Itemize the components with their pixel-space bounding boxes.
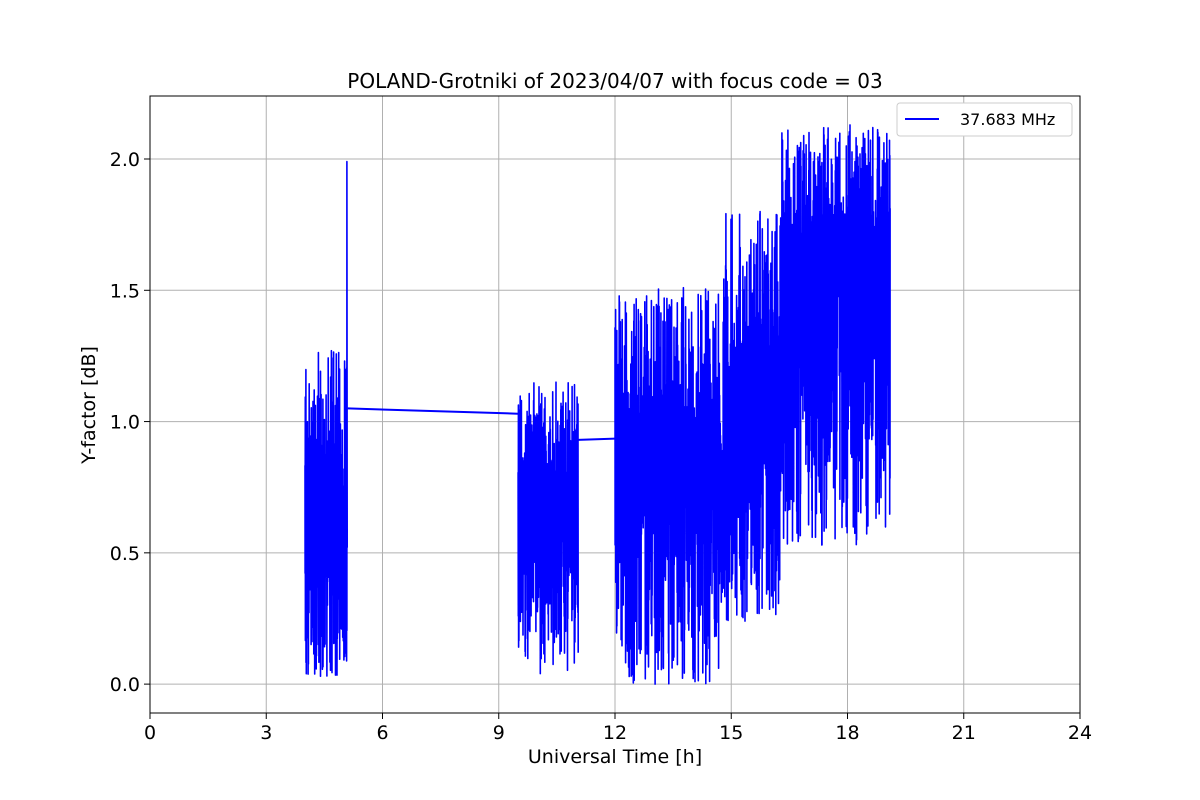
legend-label: 37.683 MHz bbox=[960, 110, 1055, 129]
y-axis: 0.0 0.5 1.0 1.5 2.0 bbox=[110, 149, 150, 696]
x-tick-label: 15 bbox=[719, 722, 743, 744]
y-tick-label: 0.5 bbox=[110, 543, 140, 565]
y-tick-label: 1.5 bbox=[110, 280, 140, 302]
series-trace-segment bbox=[780, 124, 891, 546]
series-trace-segment bbox=[722, 210, 783, 622]
series-connector-line bbox=[578, 437, 616, 441]
y-tick-label: 2.0 bbox=[110, 149, 140, 171]
x-tick-label: 3 bbox=[260, 722, 272, 744]
x-tick-label: 18 bbox=[835, 722, 859, 744]
series-trace-segment bbox=[614, 286, 725, 685]
x-tick-label: 6 bbox=[376, 722, 388, 744]
chart-title: POLAND-Grotniki of 2023/04/07 with focus… bbox=[347, 69, 882, 93]
y-tick-label: 0.0 bbox=[110, 674, 140, 696]
series-connector-line bbox=[347, 407, 519, 415]
x-tick-label: 21 bbox=[952, 722, 976, 744]
series-trace-segment bbox=[304, 160, 349, 678]
legend: 37.683 MHz bbox=[896, 102, 1073, 137]
y-tick-label: 1.0 bbox=[110, 412, 140, 434]
legend-box bbox=[896, 102, 1073, 137]
y-axis-label: Y-factor [dB] bbox=[78, 346, 100, 465]
x-tick-label: 24 bbox=[1068, 722, 1092, 744]
x-tick-label: 12 bbox=[603, 722, 627, 744]
x-tick-label: 0 bbox=[144, 722, 156, 744]
x-tick-label: 9 bbox=[493, 722, 505, 744]
x-axis: 0 3 6 9 12 15 18 21 24 bbox=[144, 713, 1092, 744]
data-layer bbox=[304, 124, 891, 685]
x-axis-label: Universal Time [h] bbox=[528, 746, 702, 768]
series-trace-segment bbox=[517, 381, 580, 675]
